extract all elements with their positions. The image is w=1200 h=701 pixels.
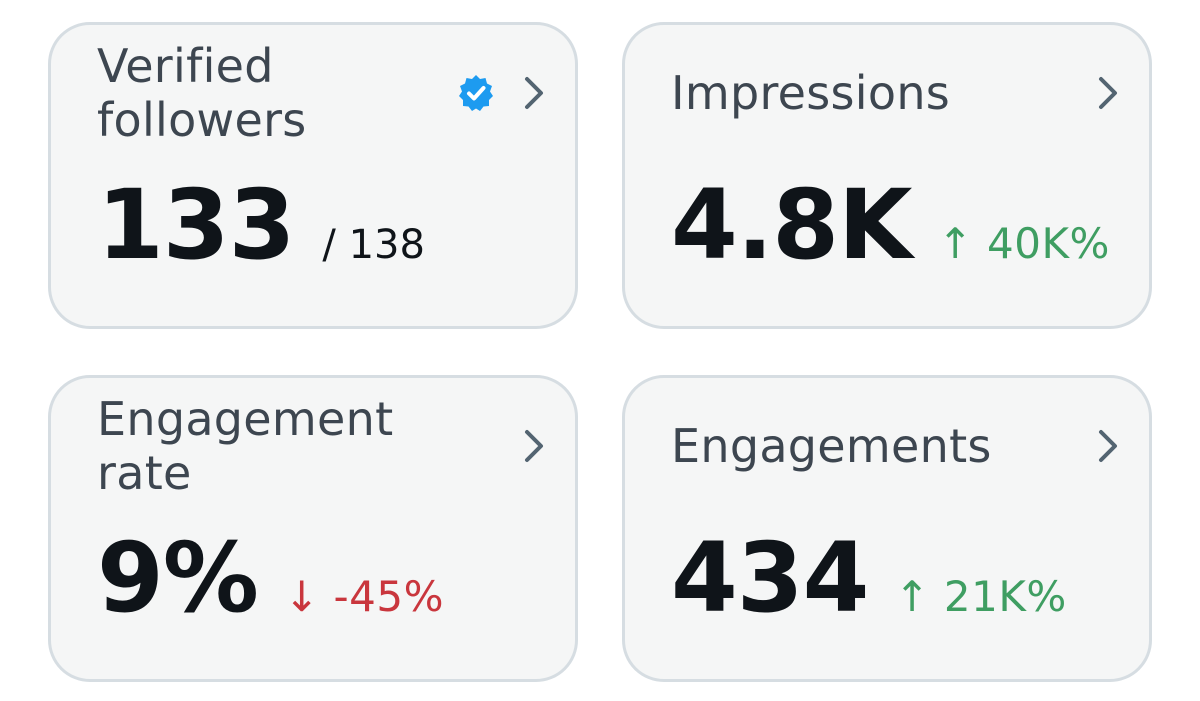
engagement-rate-metric-row: 9% ↓ -45% <box>97 528 444 628</box>
chevron-right-icon[interactable] <box>1093 426 1123 466</box>
engagement-rate-title: Engagement rate <box>97 392 394 500</box>
impressions-card[interactable]: Impressions 4.8K ↑ 40K% <box>622 22 1152 329</box>
engagements-title: Engagements <box>671 419 992 473</box>
impressions-change: ↑ 40K% <box>937 219 1110 268</box>
chevron-right-icon[interactable] <box>519 73 549 113</box>
engagement-rate-change: ↓ -45% <box>283 572 445 621</box>
engagements-card[interactable]: Engagements 434 ↑ 21K% <box>622 375 1152 682</box>
engagements-value: 434 <box>671 522 869 634</box>
chevron-right-icon[interactable] <box>1093 73 1123 113</box>
verified-badge-icon <box>456 73 496 113</box>
verified-followers-count: 133 <box>97 169 295 281</box>
impressions-value: 4.8K <box>671 169 912 281</box>
engagement-rate-card[interactable]: Engagement rate 9% ↓ -45% <box>48 375 578 682</box>
chevron-right-icon[interactable] <box>519 426 549 466</box>
engagements-change: ↑ 21K% <box>894 572 1067 621</box>
verified-followers-title: Verified followers <box>97 39 307 147</box>
total-followers-count: / 138 <box>322 222 425 268</box>
engagement-rate-value: 9% <box>97 522 259 634</box>
verified-followers-card[interactable]: Verified followers 133 / 138 <box>48 22 578 329</box>
engagements-metric-row: 434 ↑ 21K% <box>671 528 1067 628</box>
impressions-title: Impressions <box>671 66 951 120</box>
verified-followers-metric-row: 133 / 138 <box>97 175 425 275</box>
impressions-metric-row: 4.8K ↑ 40K% <box>671 175 1110 275</box>
